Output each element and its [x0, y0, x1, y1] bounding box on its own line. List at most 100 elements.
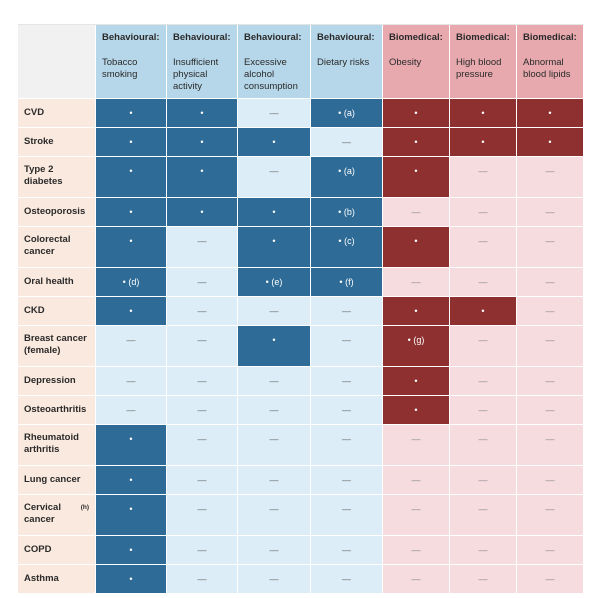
association-mark: • — [96, 227, 166, 267]
no-association-mark: — — [450, 536, 516, 564]
row-label: Stroke — [18, 128, 95, 156]
association-mark: • — [96, 297, 166, 325]
column-group: Biomedical: — [523, 32, 577, 43]
row-label: Type 2 diabetes — [18, 157, 95, 197]
association-mark: • (a) — [311, 99, 382, 127]
no-association-mark: — — [450, 565, 516, 593]
column-header: Behavioural: Excessive alcohol consumptio… — [238, 25, 310, 98]
association-mark: • — [96, 495, 166, 535]
no-association-mark: — — [517, 297, 583, 325]
no-association-mark: — — [383, 536, 449, 564]
row-label: Oral health — [18, 268, 95, 296]
association-mark: • — [383, 227, 449, 267]
association-mark: • — [450, 297, 516, 325]
no-association-mark: — — [167, 268, 237, 296]
row-label-text: Colorectal cancer — [24, 234, 71, 257]
association-mark: • — [96, 157, 166, 197]
no-association-mark: — — [450, 227, 516, 267]
no-association-mark: — — [311, 425, 382, 465]
association-mark: • — [383, 157, 449, 197]
no-association-mark: — — [167, 565, 237, 593]
no-association-mark: — — [238, 565, 310, 593]
no-association-mark: — — [311, 326, 382, 366]
no-association-mark: — — [311, 536, 382, 564]
association-mark: • — [238, 128, 310, 156]
column-title: Dietary risks — [317, 57, 370, 68]
no-association-mark: — — [96, 326, 166, 366]
no-association-mark: — — [517, 157, 583, 197]
association-mark: • — [517, 99, 583, 127]
row-label-footnote: (h) — [80, 504, 89, 511]
row-label-text: Oral health — [24, 276, 74, 287]
association-mark: • (d) — [96, 268, 166, 296]
association-mark: • — [383, 99, 449, 127]
no-association-mark: — — [517, 396, 583, 424]
no-association-mark: — — [167, 495, 237, 535]
row-label-text: Stroke — [24, 136, 54, 147]
row-label: Asthma — [18, 565, 95, 593]
no-association-mark: — — [238, 297, 310, 325]
row-label: Rheumatoid arthritis — [18, 425, 95, 465]
association-mark: • — [96, 99, 166, 127]
association-mark: • — [238, 227, 310, 267]
no-association-mark: — — [517, 495, 583, 535]
association-mark: • — [383, 396, 449, 424]
column-group: Biomedical: — [389, 32, 443, 43]
association-mark: • (g) — [383, 326, 449, 366]
no-association-mark: — — [517, 367, 583, 395]
no-association-mark: — — [450, 326, 516, 366]
association-mark: • — [167, 157, 237, 197]
row-label-text: Depression — [24, 375, 76, 386]
no-association-mark: — — [450, 396, 516, 424]
row-label-text: Osteoarthritis — [24, 404, 87, 415]
row-label-text: Breast cancer (female) — [24, 333, 87, 356]
association-mark: • — [238, 326, 310, 366]
no-association-mark: — — [311, 396, 382, 424]
no-association-mark: — — [167, 466, 237, 494]
row-label-text: Lung cancer — [24, 474, 81, 485]
column-title: Insufficient physical activity — [173, 57, 219, 92]
no-association-mark: — — [167, 536, 237, 564]
no-association-mark: — — [517, 565, 583, 593]
association-mark: • — [96, 128, 166, 156]
column-header: Behavioural: Dietary risks — [311, 25, 382, 98]
no-association-mark: — — [450, 157, 516, 197]
no-association-mark: — — [311, 128, 382, 156]
association-mark: • (b) — [311, 198, 382, 226]
no-association-mark: — — [238, 425, 310, 465]
association-mark: • — [167, 198, 237, 226]
row-label: Lung cancer — [18, 466, 95, 494]
no-association-mark: — — [383, 268, 449, 296]
association-mark: • — [450, 99, 516, 127]
no-association-mark: — — [238, 495, 310, 535]
row-label-text: Type 2 diabetes — [24, 164, 63, 187]
no-association-mark: — — [238, 396, 310, 424]
association-mark: • — [450, 128, 516, 156]
row-label: COPD — [18, 536, 95, 564]
no-association-mark: — — [167, 425, 237, 465]
column-header: Biomedical: Abnormal blood lipids — [517, 25, 583, 98]
row-label: CKD — [18, 297, 95, 325]
row-label: Depression — [18, 367, 95, 395]
no-association-mark: — — [383, 425, 449, 465]
no-association-mark: — — [450, 425, 516, 465]
no-association-mark: — — [517, 227, 583, 267]
no-association-mark: — — [517, 326, 583, 366]
no-association-mark: — — [517, 536, 583, 564]
column-header: Biomedical: High blood pressure — [450, 25, 516, 98]
row-label-text: Asthma — [24, 573, 59, 584]
no-association-mark: — — [167, 326, 237, 366]
no-association-mark: — — [383, 198, 449, 226]
no-association-mark: — — [238, 367, 310, 395]
row-label: Breast cancer (female) — [18, 326, 95, 366]
no-association-mark: — — [517, 466, 583, 494]
association-mark: • (a) — [311, 157, 382, 197]
association-mark: • — [238, 198, 310, 226]
column-group: Behavioural: — [244, 32, 302, 43]
no-association-mark: — — [167, 367, 237, 395]
association-mark: • — [96, 565, 166, 593]
no-association-mark: — — [450, 268, 516, 296]
no-association-mark: — — [517, 425, 583, 465]
no-association-mark: — — [96, 396, 166, 424]
no-association-mark: — — [311, 367, 382, 395]
